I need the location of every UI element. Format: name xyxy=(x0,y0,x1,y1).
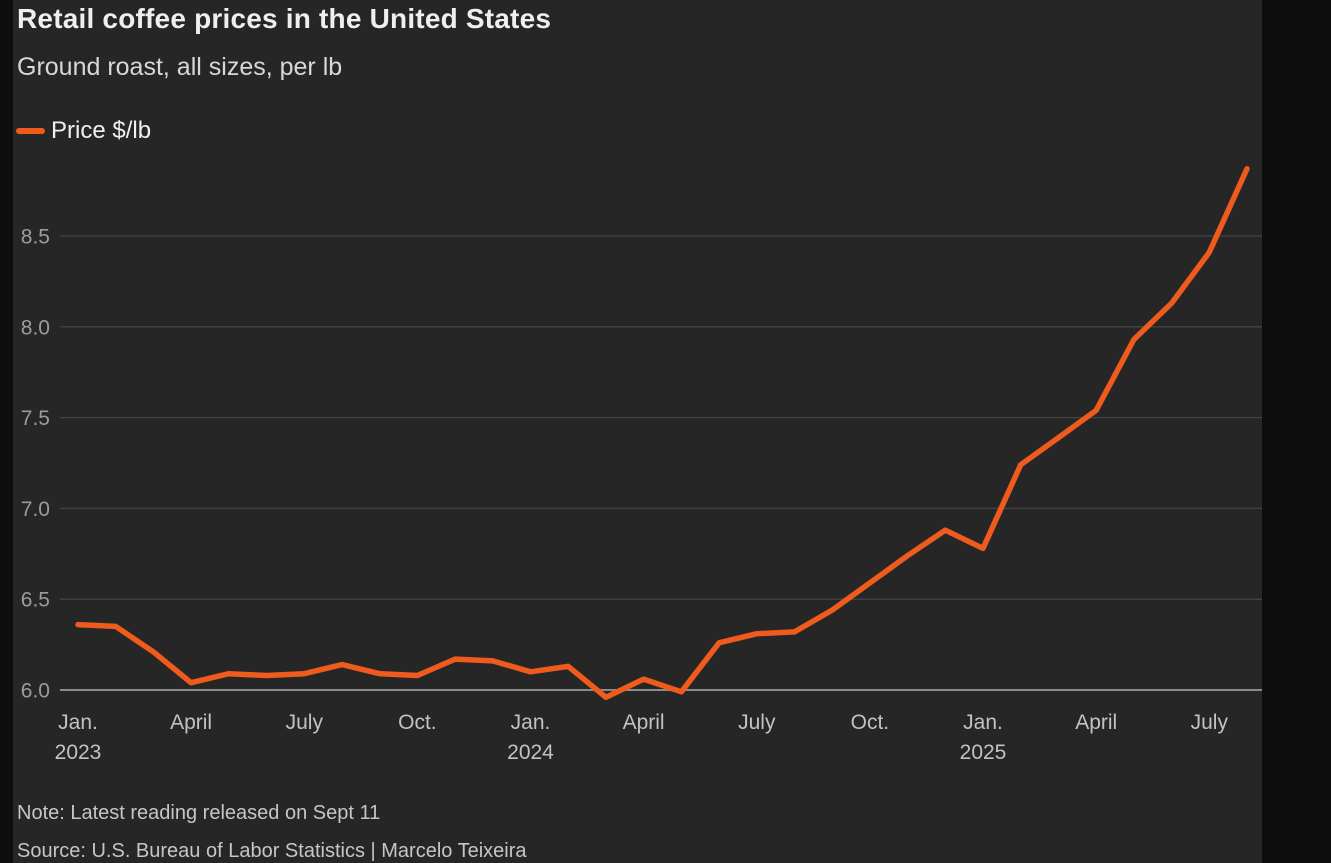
legend-label: Price $/lb xyxy=(51,117,152,144)
legend-line-swatch xyxy=(16,128,45,134)
chart-subtitle: Ground roast, all sizes, per lb xyxy=(17,53,343,81)
legend: Price $/lb xyxy=(16,116,151,146)
source-text: Source: U.S. Bureau of Labor Statistics … xyxy=(17,840,527,862)
chart-panel: Retail coffee prices in the United State… xyxy=(13,0,1262,863)
note-text: Note: Latest reading released on Sept 11 xyxy=(17,802,381,824)
chart-title: Retail coffee prices in the United State… xyxy=(17,3,552,34)
